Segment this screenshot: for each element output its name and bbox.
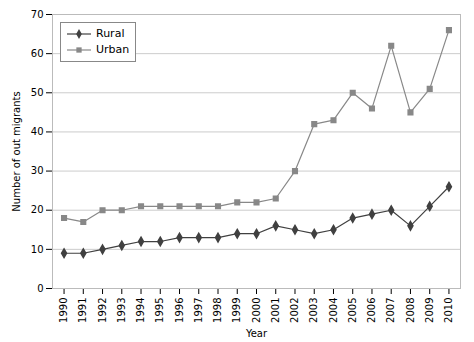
svg-text:1991: 1991 xyxy=(77,298,88,323)
svg-text:2002: 2002 xyxy=(289,298,300,323)
svg-text:2007: 2007 xyxy=(385,298,396,323)
svg-text:70: 70 xyxy=(31,9,44,20)
svg-text:2004: 2004 xyxy=(328,298,339,323)
svg-text:2003: 2003 xyxy=(308,298,319,323)
svg-text:2000: 2000 xyxy=(251,298,262,323)
svg-text:1993: 1993 xyxy=(116,298,127,323)
svg-text:1996: 1996 xyxy=(174,298,185,323)
svg-text:1995: 1995 xyxy=(154,298,165,323)
svg-text:2008: 2008 xyxy=(405,298,416,323)
svg-text:10: 10 xyxy=(31,244,44,255)
svg-text:20: 20 xyxy=(31,204,44,215)
svg-text:Number of out migrants: Number of out migrants xyxy=(11,91,22,211)
svg-text:1994: 1994 xyxy=(135,298,146,323)
svg-text:1997: 1997 xyxy=(193,298,204,323)
svg-text:2001: 2001 xyxy=(270,298,281,323)
svg-text:1998: 1998 xyxy=(212,298,223,323)
svg-text:30: 30 xyxy=(31,165,44,176)
html-text:Urban: Urban xyxy=(96,43,130,56)
svg-text:40: 40 xyxy=(31,126,44,137)
svg-text:1999: 1999 xyxy=(231,298,242,323)
svg-text:0: 0 xyxy=(37,283,43,294)
svg-text:2006: 2006 xyxy=(366,298,377,323)
svg-text:Year: Year xyxy=(245,328,268,339)
svg-text:2010: 2010 xyxy=(443,298,454,323)
svg-text:1990: 1990 xyxy=(58,298,69,323)
svg-text:1992: 1992 xyxy=(97,298,108,323)
svg-text:2009: 2009 xyxy=(424,298,435,323)
html-text:Rural: Rural xyxy=(96,27,125,40)
svg-text:60: 60 xyxy=(31,48,44,59)
svg-text:50: 50 xyxy=(31,87,44,98)
svg-text:2005: 2005 xyxy=(347,298,358,323)
